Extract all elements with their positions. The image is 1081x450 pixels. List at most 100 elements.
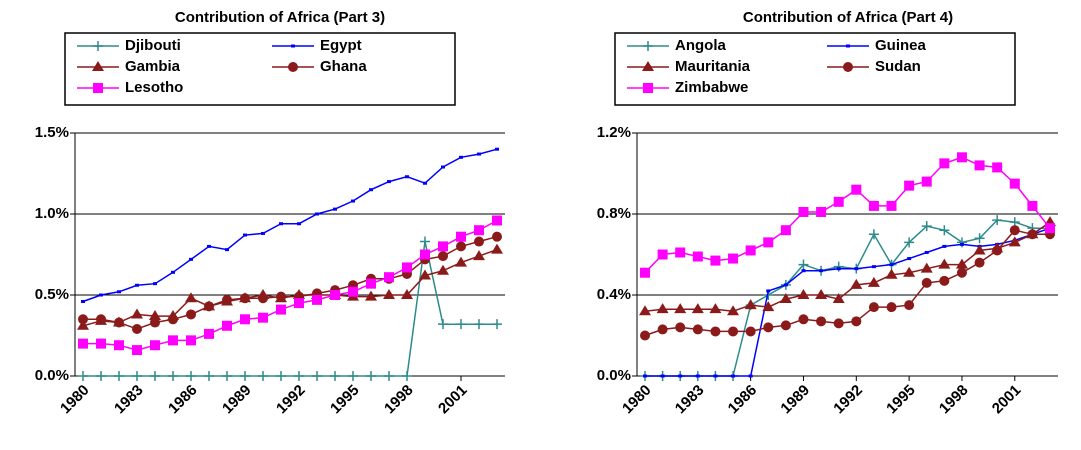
marker xyxy=(819,269,824,273)
legend-marker xyxy=(92,61,104,71)
marker xyxy=(420,236,430,247)
marker xyxy=(330,290,340,300)
legend-entry: Angola xyxy=(627,37,726,54)
legend-marker xyxy=(93,83,103,93)
marker xyxy=(727,305,740,316)
legend-entry: Djibouti xyxy=(77,37,181,54)
y-tick-label: 0.5% xyxy=(35,286,69,303)
legend-marker xyxy=(643,41,653,51)
marker xyxy=(315,212,319,216)
marker xyxy=(204,301,214,312)
marker xyxy=(956,267,967,278)
marker xyxy=(695,374,700,378)
marker xyxy=(96,338,106,349)
marker xyxy=(474,225,484,236)
series-line xyxy=(83,241,497,377)
marker xyxy=(186,371,196,381)
marker xyxy=(437,264,449,275)
marker xyxy=(763,322,774,333)
x-tick-label: 1998 xyxy=(936,382,972,418)
marker xyxy=(1009,178,1020,189)
marker xyxy=(1009,225,1020,236)
marker xyxy=(643,374,647,378)
marker xyxy=(365,290,377,301)
marker xyxy=(657,324,668,335)
marker xyxy=(495,147,499,151)
marker xyxy=(387,180,391,184)
marker xyxy=(78,314,88,325)
marker xyxy=(473,250,485,261)
marker xyxy=(713,374,718,378)
marker xyxy=(904,180,915,191)
marker xyxy=(921,221,932,232)
marker xyxy=(114,371,124,381)
marker xyxy=(939,225,950,236)
marker xyxy=(833,318,844,329)
marker xyxy=(312,371,322,381)
marker xyxy=(675,322,686,333)
marker xyxy=(423,181,427,185)
marker xyxy=(710,326,721,337)
legend-entry: Gambia xyxy=(77,58,181,75)
marker xyxy=(438,241,448,252)
legend-label: Lesotho xyxy=(125,79,183,96)
marker xyxy=(745,326,756,337)
marker xyxy=(153,282,157,286)
marker xyxy=(132,371,142,381)
legend-label: Zimbabwe xyxy=(675,79,748,96)
marker xyxy=(728,326,739,337)
x-tick-label: 1995 xyxy=(327,382,363,418)
legend-entry: Egypt xyxy=(272,37,362,54)
marker xyxy=(405,175,409,179)
marker xyxy=(204,371,214,381)
marker xyxy=(691,303,704,314)
marker xyxy=(904,237,915,248)
marker xyxy=(992,215,1003,226)
marker xyxy=(150,317,160,328)
marker xyxy=(974,257,985,268)
marker xyxy=(886,302,897,313)
marker xyxy=(832,293,845,304)
x-tick-label: 1983 xyxy=(672,382,708,418)
marker xyxy=(384,272,394,283)
marker xyxy=(78,371,88,381)
marker xyxy=(207,244,211,248)
marker xyxy=(1045,223,1055,234)
marker xyxy=(402,371,412,381)
legend-label: Mauritania xyxy=(675,58,751,75)
marker xyxy=(240,293,250,304)
marker xyxy=(420,249,430,260)
marker xyxy=(149,310,161,321)
marker xyxy=(745,245,756,256)
x-tick-label: 1989 xyxy=(777,382,813,418)
y-tick-label: 0.0% xyxy=(597,367,631,384)
marker xyxy=(974,160,985,171)
marker xyxy=(816,206,827,217)
marker xyxy=(851,184,862,195)
marker xyxy=(731,374,736,378)
marker xyxy=(780,320,791,331)
marker xyxy=(456,241,466,252)
series-line xyxy=(645,227,1051,377)
marker xyxy=(186,335,196,346)
x-tick-label: 1992 xyxy=(830,382,866,418)
marker xyxy=(955,258,968,269)
marker xyxy=(974,233,985,244)
marker xyxy=(939,275,950,286)
marker xyxy=(783,283,788,287)
legend-label: Sudan xyxy=(875,58,921,75)
marker xyxy=(312,294,322,305)
marker xyxy=(348,371,358,381)
marker xyxy=(1008,236,1021,247)
marker xyxy=(798,259,809,270)
marker xyxy=(640,330,650,341)
marker xyxy=(114,317,124,328)
marker xyxy=(402,262,412,273)
marker xyxy=(763,237,774,248)
legend-label: Djibouti xyxy=(125,37,181,54)
marker xyxy=(889,263,894,267)
marker xyxy=(709,303,722,314)
marker xyxy=(351,199,355,203)
marker xyxy=(330,371,340,381)
